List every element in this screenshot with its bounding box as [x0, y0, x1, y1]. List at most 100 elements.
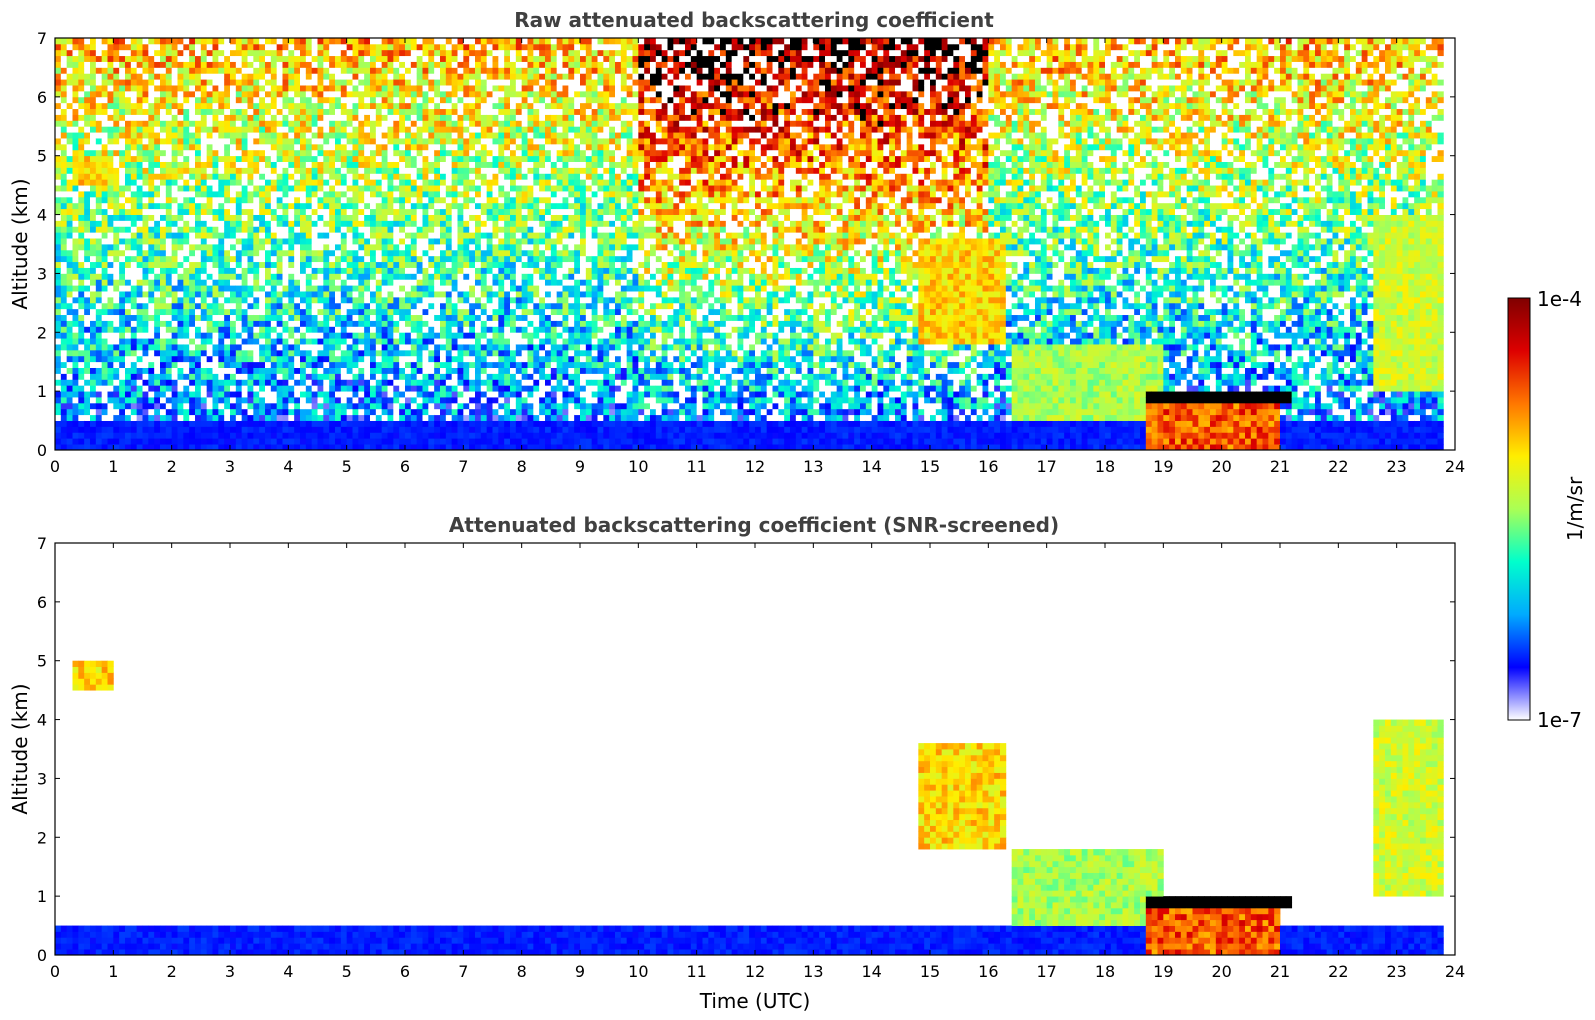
heatmap-cell [212, 143, 219, 151]
heatmap-cell [434, 226, 441, 233]
heatmap-cell [410, 161, 418, 168]
heatmap-cell [323, 438, 330, 445]
heatmap-cell [241, 49, 248, 57]
heatmap-cell [422, 61, 429, 68]
heatmap-cell [189, 43, 196, 51]
heatmap-cell [463, 226, 470, 233]
heatmap-cell [130, 267, 138, 274]
heatmap-cell [78, 332, 85, 339]
heatmap-cell [125, 167, 132, 174]
heatmap-cell [346, 432, 353, 439]
heatmap-cell [457, 308, 464, 316]
heatmap-cell [125, 214, 132, 221]
heatmap-cell [305, 244, 313, 251]
heatmap-cell [78, 61, 85, 68]
heatmap-cell [200, 302, 208, 310]
heatmap-cell [358, 291, 365, 298]
heatmap-cell [352, 191, 359, 198]
heatmap-cell [189, 438, 196, 445]
heatmap-cell [125, 108, 132, 115]
heatmap-cell [177, 332, 184, 339]
heatmap-cell [107, 332, 114, 339]
heatmap-cell [212, 420, 219, 427]
heatmap-cell [177, 102, 184, 110]
heatmap-cell [311, 355, 318, 363]
heatmap-cell [148, 114, 155, 121]
heatmap-cell [410, 249, 418, 257]
heatmap-cell [136, 273, 143, 280]
heatmap-cell [416, 132, 423, 139]
heatmap-cell [410, 279, 418, 286]
heatmap-cell [113, 114, 120, 121]
heatmap-cell [422, 438, 429, 445]
heatmap-cell [428, 149, 435, 157]
heatmap-cell [136, 202, 143, 210]
heatmap-cell [224, 114, 231, 121]
heatmap-cell [352, 185, 359, 192]
heatmap-cell [410, 102, 418, 110]
heatmap-cell [113, 414, 120, 421]
heatmap-cell [259, 155, 266, 162]
heatmap-cell [183, 444, 190, 451]
heatmap-cell [230, 255, 237, 263]
heatmap-cell [259, 73, 266, 80]
heatmap-cell [410, 373, 418, 380]
heatmap-cell [405, 302, 412, 310]
heatmap-cell [410, 438, 418, 445]
heatmap-cell [84, 73, 91, 80]
heatmap-cell [171, 349, 178, 357]
heatmap-cell [235, 267, 243, 274]
heatmap-cell [195, 249, 202, 257]
heatmap-cell [171, 220, 178, 227]
heatmap-cell [224, 132, 231, 139]
heatmap-cell [107, 308, 114, 316]
heatmap-cell [358, 238, 365, 245]
heatmap-cell [393, 367, 400, 374]
heatmap-cell [142, 344, 149, 351]
heatmap-cell [247, 302, 254, 310]
heatmap-cell [130, 179, 138, 186]
heatmap-cell [265, 420, 272, 427]
heatmap-cell [235, 379, 243, 386]
heatmap-cell [276, 402, 283, 410]
heatmap-cell [288, 385, 295, 392]
heatmap-cell [370, 85, 377, 92]
heatmap-cell [235, 167, 243, 174]
heatmap-cell [259, 426, 266, 433]
heatmap-cell [265, 344, 272, 351]
heatmap-cell [195, 314, 202, 321]
heatmap-cell [300, 244, 307, 251]
heatmap-cell [148, 314, 155, 321]
heatmap-cell [276, 291, 283, 298]
heatmap-cell [311, 179, 318, 186]
heatmap-cell [78, 402, 85, 410]
heatmap-cell [381, 438, 388, 445]
heatmap-cell [241, 420, 248, 427]
heatmap-cell [195, 79, 202, 86]
heatmap-cell [364, 55, 371, 62]
heatmap-cell [183, 397, 190, 404]
heatmap-cell [311, 191, 318, 198]
heatmap-cell [130, 120, 138, 127]
panel-title: Raw attenuated backscattering coefficien… [514, 8, 994, 32]
heatmap-cell [405, 291, 412, 298]
heatmap-cell [195, 320, 202, 327]
heatmap-cell [364, 326, 371, 333]
heatmap-cell [247, 120, 254, 127]
heatmap-cell [270, 261, 278, 268]
heatmap-cell [265, 279, 272, 286]
heatmap-cell [113, 155, 120, 162]
heatmap-cell [305, 238, 313, 245]
heatmap-cell [276, 267, 283, 274]
heatmap-cell [142, 114, 149, 121]
heatmap-cell [90, 202, 97, 210]
heatmap-cell [230, 279, 237, 286]
heatmap-cell [218, 296, 225, 304]
heatmap-cell [329, 49, 336, 57]
heatmap-cell [375, 43, 383, 51]
heatmap-cell [218, 414, 225, 421]
heatmap-cell [90, 367, 97, 374]
heatmap-cell [253, 43, 260, 51]
heatmap-cell [171, 249, 178, 257]
heatmap-cell [364, 414, 371, 421]
